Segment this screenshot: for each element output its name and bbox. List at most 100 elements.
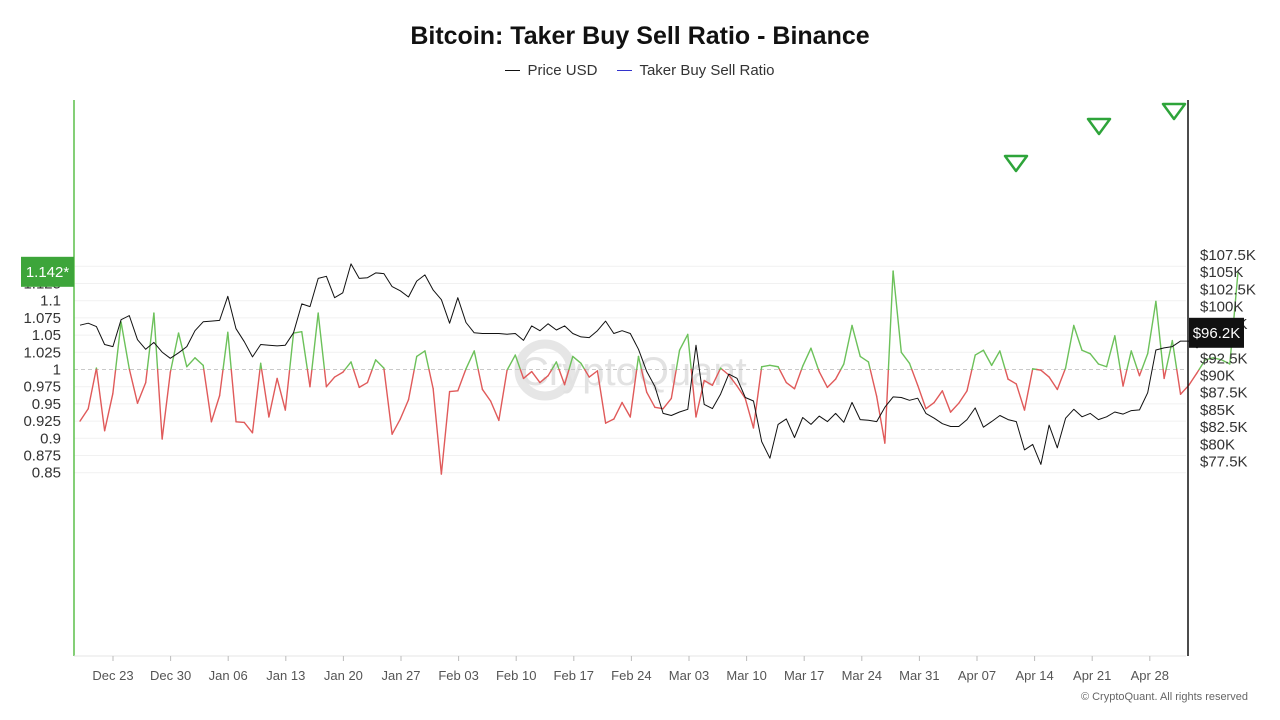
watermark: CryptoQuant: [514, 339, 747, 401]
ratio-segment: [292, 330, 303, 334]
ratio-segment: [1097, 363, 1108, 368]
ratio-segment: [301, 330, 309, 371]
ratio-segment: [588, 370, 599, 378]
ratio-segment: [103, 392, 114, 432]
ratio-segment: [941, 390, 952, 413]
ratio-segment: [974, 349, 985, 356]
ratio-segment: [1004, 368, 1009, 380]
left-tick-label: 0.925: [23, 413, 61, 430]
ratio-segment: [333, 371, 344, 378]
ratio-segment: [958, 390, 968, 404]
ratio-segment: [613, 401, 623, 420]
x-tick-label: Jan 06: [209, 668, 248, 683]
ratio-segment: [391, 418, 402, 435]
signal-marker-icon: [1003, 154, 1029, 173]
ratio-segment: [128, 368, 139, 404]
ratio-segment: [519, 368, 525, 380]
legend-item-price[interactable]: Price USD: [505, 62, 597, 79]
ratio-segment: [309, 368, 313, 388]
x-tick-label: Apr 07: [958, 668, 996, 683]
ratio-segment: [1122, 368, 1128, 387]
ratio-segment: [1007, 378, 1017, 385]
left-tick-label: 0.875: [23, 448, 61, 465]
ratio-segment: [721, 368, 730, 376]
ratio-segment: [161, 371, 172, 440]
ratio-segment: [568, 355, 574, 371]
ratio-segment: [840, 363, 845, 371]
ratio-segment: [859, 355, 870, 363]
ratio-segment: [136, 381, 147, 404]
ratio-segment: [1146, 300, 1157, 355]
ratio-segment: [629, 368, 638, 418]
left-tick-label: 1.05: [32, 327, 61, 344]
right-tick-label: $107.5K: [1200, 247, 1256, 264]
ratio-segment: [645, 391, 656, 409]
svg-text:CryptoQuant: CryptoQuant: [520, 350, 747, 394]
ratio-segment: [1176, 368, 1182, 395]
ratio-segment: [465, 350, 475, 370]
ratio-segment: [752, 368, 763, 429]
ratio-segment: [539, 374, 549, 384]
left-tick-label: 0.975: [23, 379, 61, 396]
ratio-segment: [580, 362, 586, 371]
chart-legend: Price USD Taker Buy Sell Ratio: [0, 62, 1280, 79]
ratio-segment: [933, 390, 944, 404]
ratio-segment: [311, 312, 319, 371]
x-tick-label: Feb 10: [496, 668, 536, 683]
right-tick-label: $102.5K: [1200, 281, 1256, 298]
ratio-segment: [971, 354, 976, 371]
ratio-segment: [949, 402, 960, 413]
ratio-segment: [383, 368, 393, 435]
price-line: [79, 263, 1231, 465]
legend-swatch-price: [505, 70, 521, 71]
ratio-segment: [514, 354, 522, 371]
x-tick-label: Feb 03: [438, 668, 478, 683]
ratio-segment: [1220, 359, 1231, 365]
ratio-segment: [760, 364, 771, 368]
ratio-segment: [186, 357, 196, 368]
ratio-segment: [399, 399, 410, 420]
ratio-segment: [522, 370, 533, 380]
ratio-segment: [344, 361, 352, 371]
price-value-badge: [1189, 317, 1244, 348]
left-tick-label: 0.95: [32, 396, 61, 413]
ratio-segment: [884, 368, 890, 444]
ratio-segment: [350, 361, 355, 371]
ratio-segment: [371, 359, 377, 371]
right-tick-label: $100K: [1200, 299, 1243, 316]
ratio-segment: [194, 357, 204, 367]
ratio-segment: [251, 368, 261, 434]
ratio-segment: [990, 350, 1001, 367]
ratio-segment: [260, 368, 270, 418]
right-tick-label: $82.5K: [1200, 419, 1248, 436]
ratio-segment: [1188, 372, 1198, 387]
ratio-segment: [259, 362, 263, 371]
legend-item-ratio[interactable]: Taker Buy Sell Ratio: [617, 62, 775, 79]
ratio-segment: [636, 355, 640, 371]
ratio-segment: [869, 368, 878, 398]
ratio-segment: [366, 368, 373, 384]
ratio-segment: [1130, 350, 1139, 371]
ratio-segment: [851, 324, 861, 358]
left-axis: 0.850.8750.90.9250.950.97511.0251.051.07…: [23, 100, 75, 656]
ratio-segment: [440, 390, 451, 475]
ratio-segment: [802, 347, 812, 367]
ratio-segment: [114, 321, 122, 371]
ratio-segment: [551, 361, 558, 371]
ratio-segment: [1081, 349, 1091, 355]
ratio-segment: [1048, 376, 1059, 391]
ratio-segment: [999, 350, 1006, 371]
ratio-segment: [1204, 357, 1215, 361]
ratio-segment: [678, 333, 689, 351]
ratio-segment: [1015, 383, 1026, 411]
ratio-segment: [843, 324, 853, 365]
ratio-segment: [1138, 368, 1143, 377]
ratio-segment: [826, 378, 837, 389]
ratio-segment: [457, 368, 467, 392]
ratio-segment: [428, 368, 434, 390]
ratio-segment: [87, 368, 97, 410]
right-tick-label: $77.5K: [1200, 454, 1248, 471]
ratio-segment: [555, 361, 560, 371]
ratio-segment: [778, 368, 788, 384]
